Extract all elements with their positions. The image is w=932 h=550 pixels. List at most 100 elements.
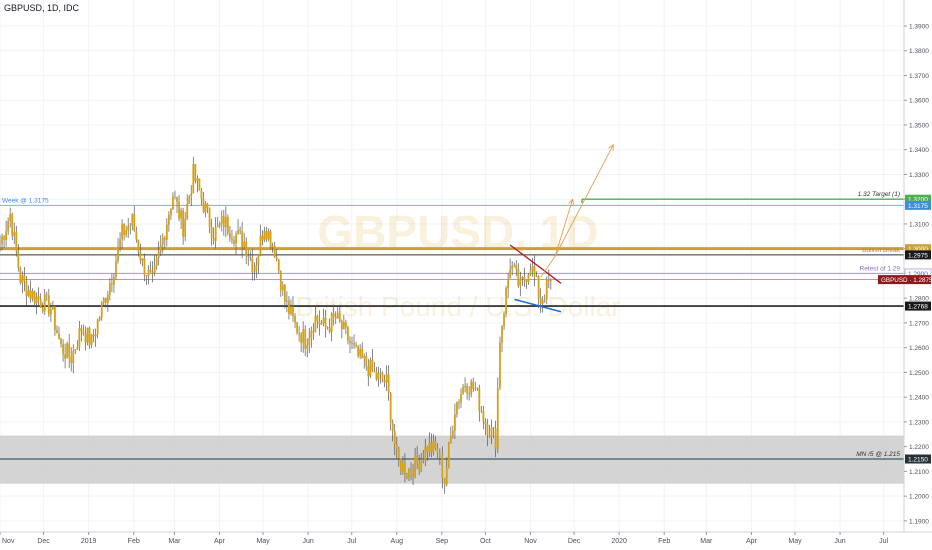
- candle-body: [543, 299, 546, 301]
- candle-body: [379, 373, 382, 374]
- candle-body: [509, 269, 512, 279]
- candle-body: [371, 359, 374, 372]
- candle-body: [438, 453, 441, 455]
- candle-body: [395, 444, 398, 449]
- candle-body: [401, 462, 404, 472]
- candle-body: [64, 354, 67, 359]
- candle-body: [29, 290, 32, 299]
- candle-body: [133, 214, 136, 231]
- candle-body: [184, 218, 187, 237]
- candle-body: [72, 350, 75, 364]
- candle-body: [412, 472, 414, 477]
- annotations: Week @ 1.3175 1.32 Target (1) Bullish Br…: [2, 191, 901, 458]
- price-badge-mn: [905, 454, 931, 464]
- x-tick-label: Jul: [879, 538, 888, 545]
- y-tick-label: 1.2200: [909, 444, 929, 451]
- candle-body: [155, 257, 158, 266]
- candle-body: [1, 236, 3, 244]
- candle-body: [456, 402, 458, 415]
- candle-body: [210, 226, 213, 238]
- candle-body: [308, 337, 311, 345]
- y-tick-label: 1.3700: [909, 73, 929, 80]
- candle-body: [54, 306, 56, 331]
- candle-body: [98, 317, 101, 320]
- candle-body: [90, 334, 93, 346]
- candle-body: [200, 190, 203, 199]
- candle-body: [243, 241, 246, 248]
- x-tick-label: Mar: [700, 538, 713, 545]
- candle-body: [353, 342, 355, 346]
- candle-body: [66, 343, 69, 359]
- candle-body: [231, 238, 233, 241]
- candle-body: [359, 348, 362, 357]
- candle-body: [361, 348, 364, 359]
- candle-body: [253, 271, 256, 273]
- candle-body: [41, 307, 44, 312]
- candle-body: [9, 213, 12, 222]
- candle-body: [275, 256, 278, 260]
- candle-body: [43, 294, 46, 312]
- candle-body: [237, 229, 239, 235]
- candle-body: [310, 330, 313, 338]
- candle-body: [424, 446, 427, 461]
- candle-body: [322, 317, 325, 324]
- candle-body: [104, 298, 107, 303]
- candle-body: [111, 283, 113, 285]
- candle-body: [302, 329, 305, 344]
- candle-body: [369, 359, 372, 377]
- time-axis[interactable]: Nov Dec 2019 Feb Mar Apr May Jun Jul Aug Sep Oct Nov…: [0, 531, 932, 550]
- x-tick-label: Feb: [658, 538, 670, 545]
- candle-body: [523, 276, 526, 281]
- candle-body: [267, 231, 270, 240]
- y-tick-label: 1.2500: [909, 370, 929, 377]
- candle-body: [123, 224, 126, 236]
- candle-body: [220, 216, 223, 224]
- candle-body: [525, 280, 528, 283]
- candle-body: [214, 227, 217, 242]
- y-tick-label: 1.2700: [909, 320, 929, 327]
- candle-body: [106, 294, 109, 303]
- candle-body: [422, 459, 425, 461]
- candles: [0, 156, 552, 494]
- price-badge-label-resistance: 1.3000: [908, 246, 928, 253]
- y-tick-label: 1.3900: [909, 23, 929, 30]
- projection-path: [554, 144, 614, 257]
- candle-body: [288, 300, 290, 314]
- candle-body: [7, 221, 10, 232]
- candle-body: [486, 424, 489, 436]
- x-tick-label: Mar: [168, 538, 181, 545]
- candle-body: [381, 373, 384, 381]
- price-badge-support: [905, 301, 931, 311]
- candle-body: [239, 229, 241, 232]
- candle-body: [88, 327, 91, 346]
- y-tick-label: 1.2600: [909, 345, 929, 352]
- candle-body: [121, 224, 123, 240]
- candle-body: [45, 294, 48, 296]
- candle-body: [363, 356, 366, 359]
- level-lines: [0, 198, 904, 460]
- candle-body: [167, 215, 170, 225]
- candle-body: [206, 203, 209, 208]
- candle-body: [312, 330, 315, 333]
- symbol-title: GBPUSD, 1D, IDC: [4, 3, 80, 13]
- candle-body: [336, 312, 339, 318]
- candle-body: [432, 441, 435, 453]
- candle-body: [70, 356, 73, 364]
- candle-body: [428, 442, 431, 453]
- candle-body: [52, 306, 54, 310]
- candle-body: [102, 298, 105, 303]
- candle-body: [94, 334, 97, 337]
- x-tick-label: Apr: [746, 538, 758, 545]
- candle-body: [342, 321, 345, 330]
- candle-body: [383, 380, 386, 383]
- candle-body: [316, 315, 319, 322]
- candle-body: [490, 427, 493, 437]
- candle-body: [143, 258, 146, 276]
- candle-body: [35, 296, 38, 304]
- candle-body: [549, 279, 552, 282]
- candle-body: [265, 230, 268, 240]
- candle-body: [484, 421, 487, 425]
- candle-body: [60, 338, 62, 345]
